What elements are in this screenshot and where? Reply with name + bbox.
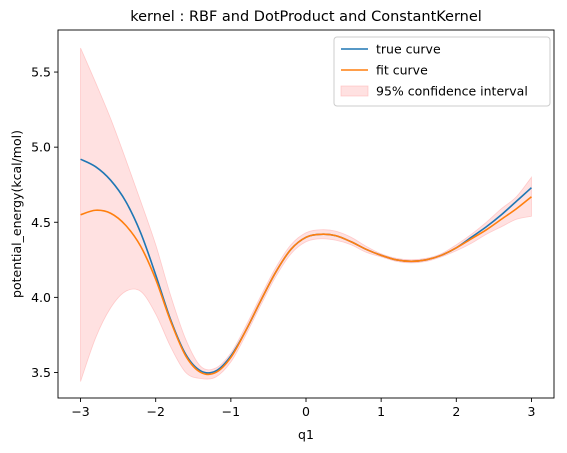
y-tick-label: 5.0 [31,140,51,155]
legend-confidence-interval-label: 95% confidence interval [376,84,528,99]
legend: true curve fit curve 95% confidence interv… [333,36,551,107]
legend-box [333,36,551,107]
x-tick-label: 2 [452,404,460,419]
x-tick-label: −2 [146,404,164,419]
confidence-band [80,47,532,382]
x-tick-label: 3 [527,404,535,419]
y-axis-title: potential_energy(kcal/mol) [9,130,24,298]
y-tick-label: 4.5 [31,215,51,230]
chart-title: kernel : RBF and DotProduct and Constant… [130,9,482,25]
x-tick-label: 1 [377,404,385,419]
x-tick-label: −1 [222,404,240,419]
legend-fit-curve-label: fit curve [376,63,428,78]
y-tick-label: 4.0 [31,290,51,305]
y-tick-label: 3.5 [31,365,51,380]
legend-true-curve-label: true curve [376,42,441,57]
legend-confidence-interval-swatch [340,85,369,97]
x-tick-label: 0 [302,404,310,419]
series-line-fit-curve [80,196,532,376]
x-axis-title: q1 [298,427,314,442]
plot-area: −3 −2 −1 0 1 2 3 3.5 4.0 4.5 5.0 5.5 [31,29,555,419]
y-tick-label: 5.5 [31,65,51,80]
x-tick-label: −3 [71,404,89,419]
